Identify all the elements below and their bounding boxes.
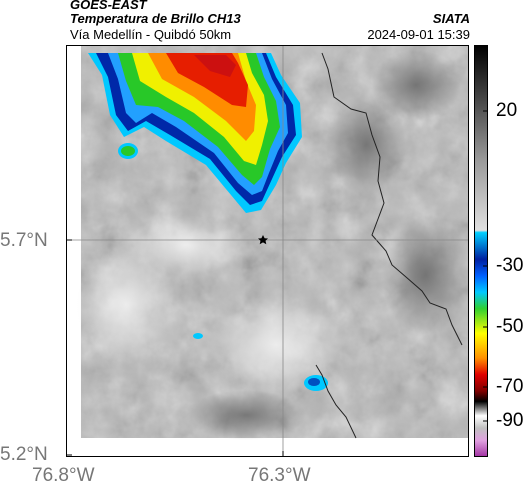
timestamp-label: 2024-09-01 15:39 [367,27,470,42]
lat-label-5-7: 5.7°N [0,230,48,251]
organization-label: SIATA [432,11,470,26]
satellite-map [66,45,469,457]
convective-storm [88,53,302,213]
lon-label-76-8: 76.8°W [32,465,95,486]
agency-label: GOES-EAST [70,0,147,12]
colorbar-label-minus-90: -90 [496,410,524,431]
boundary-line [315,52,463,439]
map-border [66,45,469,457]
colorbar-label-minus-30: -30 [496,255,524,276]
lon-label-76-3: 76.3°W [248,465,311,486]
colorbar-label-minus-50: -50 [496,316,524,337]
lat-label-5-2: 5.2°N [0,444,48,465]
colorbar [474,45,488,457]
cold-cells [193,333,328,391]
star-marker [258,235,268,245]
product-title: Temperatura de Brillo CH13 [70,11,241,26]
colorbar-label-minus-70: -70 [496,376,524,397]
colorbar-label-20: 20 [496,100,518,121]
route-label: Vía Medellín - Quibdó 50km [70,27,232,42]
grid-lines [66,45,469,457]
